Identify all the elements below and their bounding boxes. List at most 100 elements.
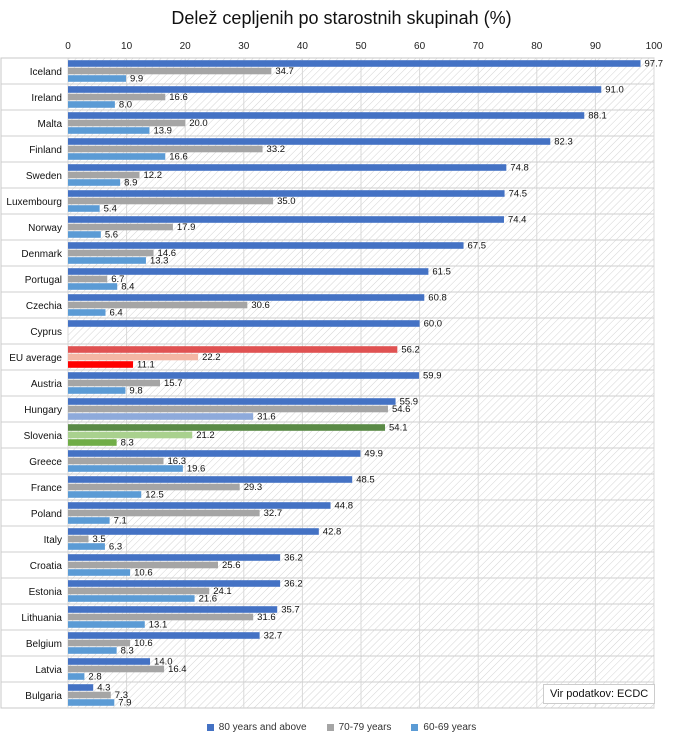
- data-label: 19.6: [187, 463, 206, 474]
- category-label: Denmark: [21, 249, 63, 260]
- data-label: 13.3: [150, 255, 169, 266]
- data-label: 16.6: [169, 151, 188, 162]
- data-label: 97.7: [645, 58, 664, 69]
- data-label: 74.8: [510, 162, 529, 173]
- bar: [68, 543, 105, 550]
- bar: [68, 242, 464, 249]
- bar: [68, 398, 396, 405]
- category-label: Malta: [38, 119, 63, 130]
- data-label: 8.0: [119, 99, 132, 110]
- data-label: 16.3: [168, 456, 187, 467]
- bar: [68, 587, 210, 595]
- legend-item: 70-79 years: [326, 722, 392, 733]
- data-label: 8.3: [121, 645, 134, 656]
- bar: [68, 86, 602, 93]
- bar: [68, 93, 166, 101]
- x-tick-label: 20: [180, 41, 192, 52]
- data-label: 42.8: [323, 526, 342, 537]
- data-label: 55.9: [400, 396, 419, 407]
- x-tick-label: 40: [297, 41, 309, 52]
- legend-label: 80 years and above: [218, 722, 307, 733]
- bar: [68, 301, 248, 309]
- bar: [68, 450, 361, 457]
- data-label: 35.7: [281, 604, 300, 615]
- bar: [68, 673, 85, 680]
- data-label: 15.7: [164, 378, 183, 389]
- data-label: 13.1: [149, 619, 168, 630]
- category-label: Hungary: [24, 405, 62, 416]
- bar: [68, 309, 106, 316]
- data-label: 9.9: [130, 73, 143, 84]
- data-label: 34.7: [275, 66, 294, 77]
- data-label: 9.8: [129, 385, 142, 396]
- data-label: 21.2: [196, 430, 215, 441]
- bar: [68, 658, 151, 665]
- bar: [68, 145, 263, 153]
- category-label: Ireland: [31, 93, 62, 104]
- data-label: 6.4: [110, 307, 123, 318]
- data-label: 13.9: [153, 125, 172, 136]
- bar: [68, 164, 507, 171]
- data-label: 29.3: [244, 482, 263, 493]
- legend-swatch: [326, 724, 334, 731]
- data-label: 74.4: [508, 214, 527, 225]
- legend-item: 60-69 years: [411, 722, 476, 733]
- data-label: 36.2: [284, 578, 303, 589]
- x-tick-label: 0: [65, 41, 71, 52]
- data-label: 88.1: [588, 110, 607, 121]
- data-label: 6.3: [109, 541, 122, 552]
- data-label: 14.6: [158, 248, 177, 259]
- category-label: Sweden: [26, 171, 62, 182]
- legend-label: 70-79 years: [338, 722, 392, 733]
- bar: [68, 595, 195, 602]
- category-label: Italy: [44, 535, 62, 546]
- data-label: 14.0: [154, 656, 173, 667]
- data-label: 49.9: [364, 448, 383, 459]
- data-label: 6.7: [111, 274, 124, 285]
- data-label: 59.9: [423, 370, 442, 381]
- bar: [68, 171, 140, 179]
- data-label: 12.2: [143, 170, 162, 181]
- data-label: 7.1: [114, 515, 127, 526]
- data-label: 67.5: [468, 240, 487, 251]
- bar: [68, 231, 101, 238]
- bar: [68, 67, 272, 75]
- source-note: Vir podatkov: ECDC: [543, 684, 656, 704]
- data-label: 30.6: [251, 300, 269, 311]
- data-label: 5.6: [105, 229, 118, 240]
- bar: [68, 580, 281, 587]
- category-label: Croatia: [30, 561, 63, 572]
- bar: [68, 257, 146, 264]
- bar: [68, 665, 165, 673]
- data-label: 36.2: [284, 552, 303, 563]
- bar: [68, 353, 199, 361]
- data-label: 4.3: [97, 682, 110, 693]
- data-label: 2.8: [88, 671, 101, 682]
- category-label: Cyprus: [30, 327, 62, 338]
- data-label: 5.4: [104, 203, 117, 214]
- category-label: Austria: [31, 379, 63, 390]
- bar: [68, 379, 161, 387]
- bar: [68, 197, 274, 205]
- data-label: 7.9: [118, 697, 131, 708]
- category-label: Estonia: [29, 587, 63, 598]
- data-label: 32.7: [264, 630, 283, 641]
- bar: [68, 190, 505, 197]
- data-label: 22.2: [202, 352, 221, 363]
- bar: [68, 639, 131, 647]
- category-label: Luxembourg: [6, 197, 62, 208]
- legend-swatch: [206, 724, 214, 731]
- bar: [68, 535, 89, 543]
- x-tick-label: 50: [355, 41, 367, 52]
- data-label: 20.0: [189, 118, 208, 129]
- category-label: Belgium: [26, 639, 62, 650]
- bar: [68, 439, 117, 446]
- data-label: 32.7: [264, 508, 283, 519]
- data-label: 56.2: [401, 344, 420, 355]
- x-tick-label: 90: [590, 41, 602, 52]
- data-label: 91.0: [605, 84, 624, 95]
- category-label: France: [31, 483, 63, 494]
- bar: [68, 387, 126, 394]
- legend-swatch: [411, 724, 419, 731]
- bar: [68, 205, 100, 212]
